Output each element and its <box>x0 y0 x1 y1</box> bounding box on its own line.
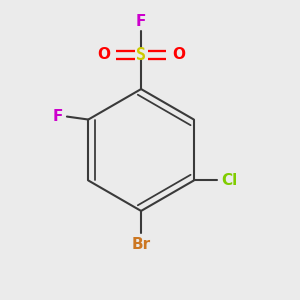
Text: F: F <box>136 14 146 29</box>
Text: Br: Br <box>131 237 151 252</box>
Text: O: O <box>97 47 110 62</box>
Text: Cl: Cl <box>221 173 238 188</box>
Text: F: F <box>52 109 63 124</box>
Text: S: S <box>136 46 146 64</box>
Text: O: O <box>172 47 185 62</box>
